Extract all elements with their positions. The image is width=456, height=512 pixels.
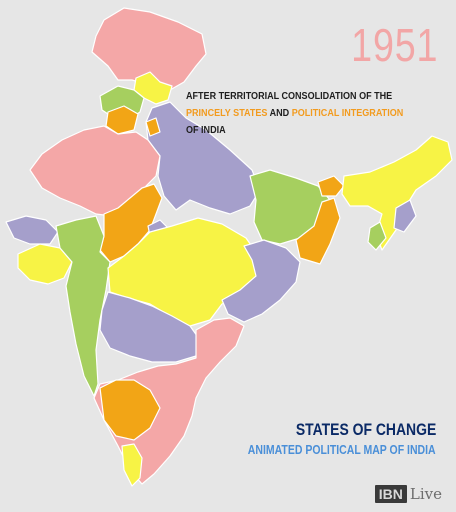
region-travancore-cochin	[121, 443, 143, 487]
region-sikkim	[317, 175, 345, 197]
caption-highlight-1: PRINCELY STATES	[186, 107, 268, 119]
series-title: STATES OF CHANGE	[295, 420, 436, 439]
region-madhya-bharat	[99, 183, 163, 263]
caption-text-3: OF INDIA	[186, 124, 226, 136]
region-pepsu	[105, 105, 139, 135]
year-label: 1951	[350, 19, 438, 71]
logo-mark: IBN	[374, 485, 407, 503]
region-hyderabad	[99, 291, 201, 363]
region-madras	[93, 317, 245, 485]
region-manipur	[393, 199, 417, 233]
region-tripura	[367, 221, 387, 251]
region-west-bengal	[295, 197, 341, 265]
region-saurashtra	[17, 243, 73, 285]
caption-text-2: AND	[267, 107, 292, 119]
logo-suffix: Live	[409, 485, 442, 503]
region-delhi	[145, 117, 161, 137]
region-madhya-pradesh	[107, 217, 261, 327]
map-caption: AFTER TERRITORIAL CONSOLIDATION OF THE P…	[186, 88, 411, 139]
region-mysore	[99, 379, 161, 441]
caption-text-1: AFTER TERRITORIAL CONSOLIDATION OF THE	[186, 90, 393, 102]
region-kutch	[5, 215, 59, 245]
series-subtitle: ANIMATED POLITICAL MAP OF INDIA	[248, 443, 436, 457]
region-orissa	[221, 239, 301, 323]
caption-highlight-2: POLITICAL INTEGRATION	[291, 107, 404, 119]
region-bombay	[55, 215, 111, 397]
region-assam	[341, 135, 453, 251]
ibn-live-logo: IBN Live	[374, 484, 442, 504]
